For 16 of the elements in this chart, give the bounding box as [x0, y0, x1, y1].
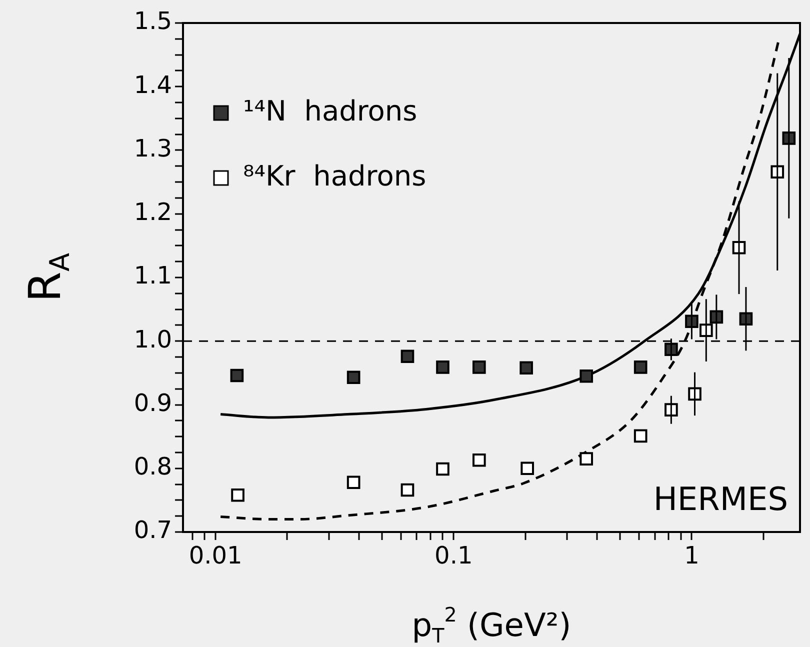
y-axis-title: RA	[20, 252, 76, 302]
y-tick-label: 0.7	[134, 516, 172, 544]
x-tick-label: 0.1	[434, 542, 473, 570]
y-tick-label: 0.9	[134, 388, 172, 417]
y-tick-label: 0.8	[134, 452, 172, 481]
x-tick-label: 0.01	[188, 542, 242, 570]
legend-label: ¹⁴N hadrons	[243, 94, 418, 128]
x-tick-label: 1	[684, 542, 700, 570]
y-tick-label: 1.0	[134, 325, 172, 354]
annotation: HERMES	[653, 480, 788, 518]
y-tick-label: 1.3	[134, 134, 172, 162]
y-tick-label: 1.2	[134, 198, 172, 226]
y-tick-label: 1.1	[134, 262, 172, 290]
legend-label: ⁸⁴Kr hadrons	[243, 159, 426, 192]
y-tick-label: 1.5	[134, 7, 172, 36]
y-tick-label: 1.4	[134, 70, 172, 99]
